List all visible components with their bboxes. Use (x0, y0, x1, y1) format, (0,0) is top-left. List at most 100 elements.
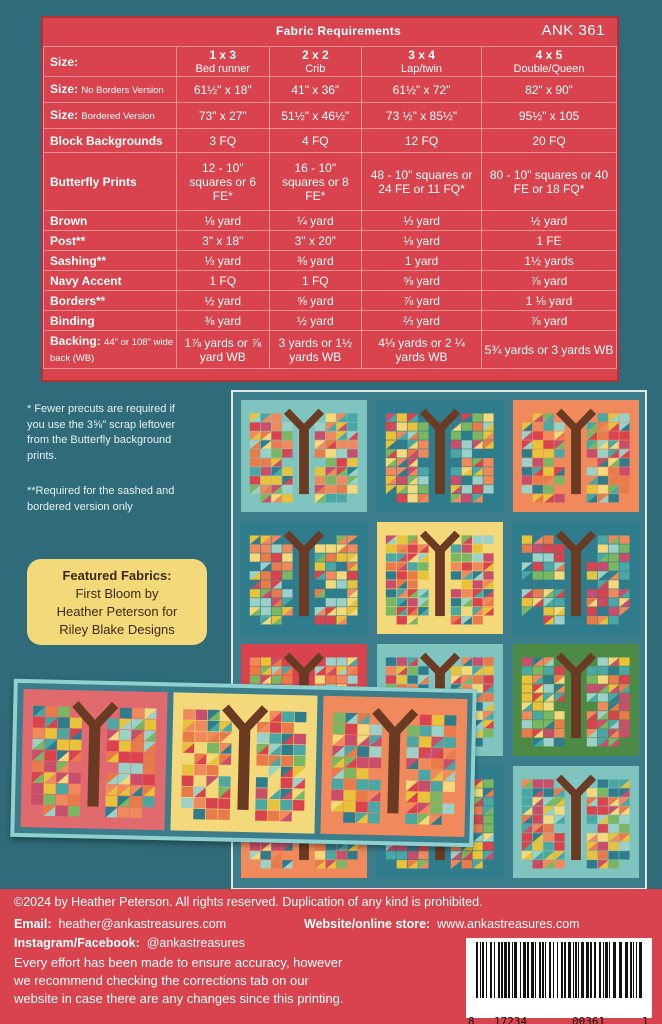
size-col-2: 2 x 2 Crib (268, 46, 363, 77)
social-line: Instagram/Facebook: @ankastreasures (14, 936, 245, 950)
barcode-bar (504, 942, 507, 998)
table-cell: ⅜ yard (268, 250, 363, 271)
quilt-butterfly-block (513, 644, 639, 756)
table-title-bar: Fabric Requirements ANK 361 (43, 18, 617, 46)
fewer-precuts-note: * Fewer precuts are required if you use t… (27, 403, 176, 462)
table-cell: ⅞ yard (361, 290, 483, 311)
barcode-bar (564, 942, 566, 998)
row-label: Block Backgrounds (43, 128, 177, 153)
barcode-bar (549, 942, 551, 998)
barcode-bar (482, 942, 484, 998)
barcode-bars (476, 942, 642, 998)
table-title: Fabric Requirements (276, 24, 402, 38)
barcode-bar (630, 942, 632, 998)
barcode-bar (609, 942, 610, 998)
barcode-bar (501, 942, 503, 998)
barcode-bar (568, 942, 571, 998)
table-cell: 1 FE (481, 230, 617, 251)
quilt-butterfly-block (513, 400, 639, 512)
table-cell: 4 FQ (268, 128, 363, 153)
table-row: Size: Bordered Version 73" x 27" 51½" x 46… (43, 102, 617, 129)
barcode-bar (486, 942, 487, 998)
table-cell: 82" x 90" (481, 76, 617, 103)
barcode-bar (512, 942, 513, 998)
barcode-bar (619, 942, 622, 998)
row-label: Sashing** (43, 250, 177, 271)
table-cell: 1 yard (361, 250, 483, 271)
barcode-bar (545, 942, 546, 998)
barcode-bar (613, 942, 616, 998)
email-link[interactable]: heather@ankastreasures.com (58, 917, 227, 931)
copyright: ©2024 by Heather Peterson. All rights re… (14, 895, 483, 909)
table-row: Size: No Borders Version 61½" x 18" 41" x … (43, 76, 617, 103)
table-cell: 61½" x 72" (361, 76, 483, 103)
disclaimer-line-2: we recommend checking the corrections ta… (14, 973, 309, 988)
table-cell: 51½" x 46½" (268, 102, 363, 129)
barcode-bar (531, 942, 534, 998)
row-label: Butterfly Prints (43, 152, 177, 211)
row-label: Size: Bordered Version (43, 102, 177, 129)
featured-heading: Featured Fabrics: (62, 568, 172, 583)
table-cell: 95½" x 105 (481, 102, 617, 129)
barcode-bar (542, 942, 544, 998)
table-cell: 12 FQ (361, 128, 483, 153)
table-cell: 3 yards or 1½ yards WB (268, 330, 363, 369)
barcode-bar (523, 942, 526, 998)
table-row: Borders** ½ yard ⅝ yard ⅞ yard 1 ⅛ yard (43, 290, 617, 311)
barcode-bar (573, 942, 574, 998)
quilt-butterfly-block (241, 400, 367, 512)
quilt-butterfly-block (377, 522, 503, 634)
barcode-bar (575, 942, 577, 998)
table-cell: ⅓ yard (361, 210, 483, 231)
social-handle[interactable]: @ankastreasures (146, 936, 245, 950)
table-cell: ⅛ yard (176, 210, 270, 231)
table-cell: ½ yard (268, 310, 363, 331)
barcode-bar (633, 942, 634, 998)
barcode-bar (553, 942, 554, 998)
table-cell: ¼ yard (268, 210, 363, 231)
barcode-bar (605, 942, 608, 998)
barcode-bar (527, 942, 529, 998)
table-cell: ⅜ yard (176, 310, 270, 331)
disclaimer-line-3: website in case there are any changes si… (14, 991, 344, 1006)
size-col-3: 3 x 4 Lap/twin (361, 46, 483, 77)
table-cell: ½ yard (481, 210, 617, 231)
barcode-bar (514, 942, 517, 998)
quilt-photo (231, 390, 647, 890)
table-cell: 12 - 10" squares or 6 FE* (176, 152, 270, 211)
table-cell: 41" x 36" (268, 76, 363, 103)
barcode-bar (539, 942, 541, 998)
table-cell: 5¾ yards or 3 yards WB (481, 330, 617, 369)
barcode-bar (508, 942, 510, 998)
table-cell: ⅓ yard (176, 250, 270, 271)
barcode-bar (490, 942, 492, 998)
barcode-bar (520, 942, 521, 998)
barcode-bar (494, 942, 495, 998)
barcode-bar (498, 942, 500, 998)
runner-butterfly-block (170, 692, 318, 834)
table-cell: ⅝ yard (268, 290, 363, 311)
disclaimer-line-1: Every effort has been made to ensure acc… (14, 955, 343, 970)
table-row: Brown ⅛ yard ¼ yard ⅓ yard ½ yard (43, 210, 617, 231)
website-link[interactable]: www.ankastreasures.com (437, 917, 580, 931)
table-cell: 3 FQ (176, 128, 270, 153)
required-note: **Required for the sashed and bordered ve… (27, 485, 175, 513)
table-cell: ½ yard (176, 290, 270, 311)
table-cell: 80 - 10" squares or 40 FE or 18 FQ* (481, 152, 617, 211)
barcode-bar (599, 942, 601, 998)
table-row: Post** 3" x 18" 3" x 20" ⅛ yard 1 FE (43, 230, 617, 251)
barcode-bar (535, 942, 536, 998)
row-label: Post** (43, 230, 177, 251)
table-cell: 1½ yards (481, 250, 617, 271)
table-cell: 73 ½" x 85½" (361, 102, 483, 129)
table-cell: ⅞ yard (481, 310, 617, 331)
table-cell: 20 FQ (481, 128, 617, 153)
barcode-bar (476, 942, 478, 998)
barcode-bar (625, 942, 628, 998)
row-label: Size: No Borders Version (43, 76, 177, 103)
barcode-bar (636, 942, 637, 998)
table-cell: 1 FQ (176, 270, 270, 291)
table-row: Binding ⅜ yard ½ yard ⅔ yard ⅞ yard (43, 310, 617, 331)
table-row: Sashing** ⅓ yard ⅜ yard 1 yard 1½ yards (43, 250, 617, 271)
barcode-bar (639, 942, 642, 998)
